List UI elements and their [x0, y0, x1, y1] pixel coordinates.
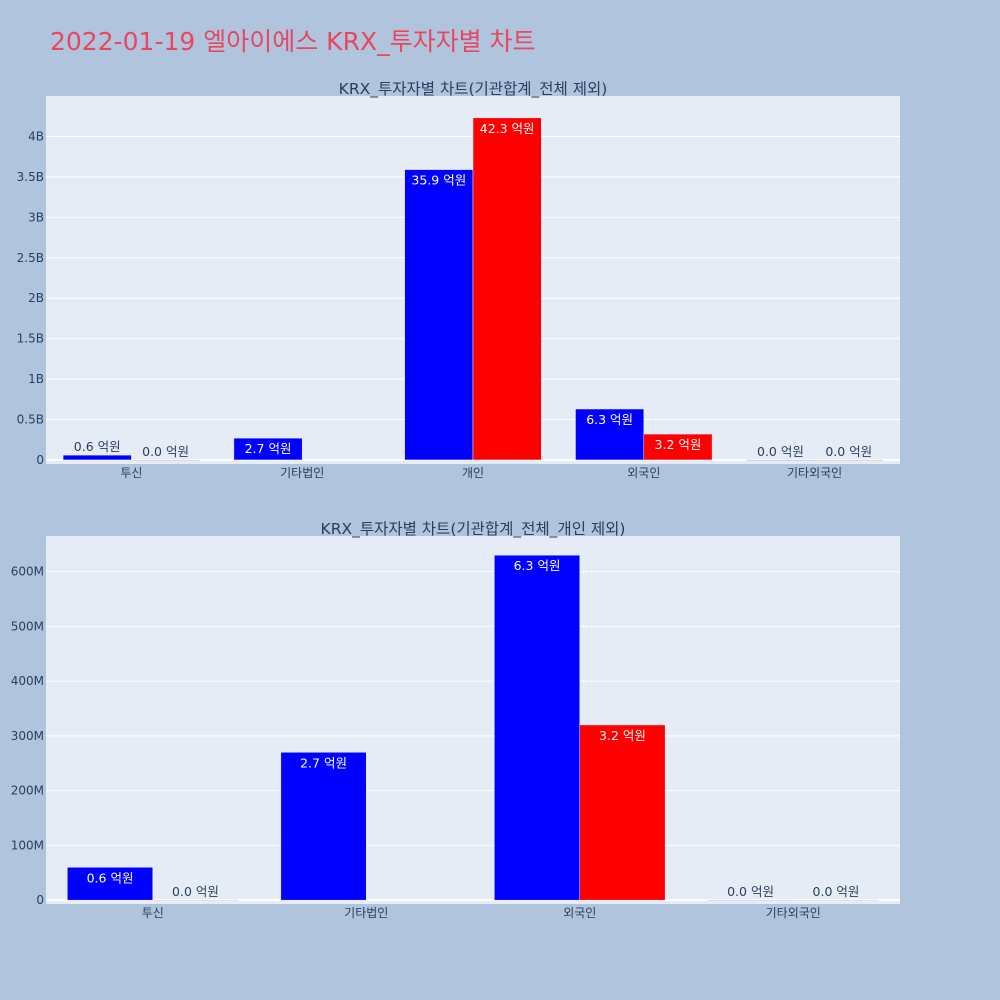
x-tick-label: 투신: [142, 906, 164, 920]
bar-series-1-3: [707, 899, 794, 902]
bar-series-1-1: [280, 752, 367, 901]
x-tick-label: 외국인: [563, 906, 596, 920]
bar-series-1-3: [575, 408, 645, 461]
data-label: 6.3 억원: [514, 558, 561, 573]
y-tick-label: 1.5B: [17, 332, 44, 346]
y-tick-label: 200M: [11, 784, 44, 798]
bar-series-1-0: [67, 867, 153, 901]
x-tick-label: 기타법인: [280, 466, 324, 480]
chart-title: KRX_투자자별 차트(기관합계_전체 제외): [339, 80, 608, 99]
chart-2: 0 100M 200M 300M 400M 500M 600M KRX_투자자별 차트(기관합…: [11, 520, 900, 920]
y-tick-label: 3B: [28, 210, 44, 224]
plot-area: [46, 536, 900, 904]
y-tick-label: 1B: [28, 372, 44, 386]
data-label: 0.6 억원: [74, 439, 121, 454]
data-label: 3.2 억원: [655, 437, 702, 452]
bar-series-2-2: [472, 117, 542, 461]
data-label: 35.9 억원: [411, 173, 466, 188]
data-label: 0.0 억원: [142, 444, 189, 459]
y-tick-label: 500M: [11, 619, 44, 633]
data-label: 0.6 억원: [87, 870, 134, 885]
data-label: 6.3 억원: [586, 412, 633, 427]
y-tick-label: 2.5B: [17, 251, 44, 265]
y-tick-label: 400M: [11, 674, 44, 688]
bar-series-2-0: [131, 459, 200, 461]
y-tick-label: 4B: [28, 129, 44, 143]
y-tick-label: 0: [36, 453, 44, 467]
bar-series-1-0: [62, 454, 132, 461]
y-tick-label: 2B: [28, 291, 44, 305]
bar-series-2-2: [579, 724, 666, 901]
data-label: 0.0 억원: [757, 444, 804, 459]
x-tick-label: 투신: [120, 466, 142, 480]
y-tick-label: 3.5B: [17, 170, 44, 184]
bar-series-2-0: [152, 899, 239, 902]
data-label: 0.0 억원: [172, 884, 219, 899]
y-tick-label: 100M: [11, 838, 44, 852]
y-tick-label: 0: [36, 893, 44, 907]
data-label: 2.7 억원: [300, 755, 347, 770]
x-tick-label: 기타외국인: [787, 466, 842, 480]
x-tick-label: 기타법인: [344, 906, 388, 920]
bar-series-2-3: [793, 899, 879, 902]
data-label: 2.7 억원: [245, 441, 292, 456]
y-tick-label: 300M: [11, 729, 44, 743]
chart-title: KRX_투자자별 차트(기관합계_전체_개인 제외): [321, 520, 626, 539]
data-label: 3.2 억원: [599, 728, 646, 743]
bar-series-1-4: [746, 459, 815, 461]
x-tick-label: 개인: [462, 466, 484, 480]
chart-1: 0 0.5B 1B 1.5B 2B 2.5B 3B 3.5B 4B KRX_투자자별 차트(기관합…: [17, 80, 900, 480]
bar-series-1-1: [233, 437, 303, 461]
x-tick-label: 외국인: [627, 466, 660, 480]
data-label: 42.3 억원: [480, 121, 535, 136]
bar-series-1-2: [404, 169, 474, 461]
data-label: 0.0 억원: [813, 884, 860, 899]
data-label: 0.0 억원: [825, 444, 872, 459]
y-tick-label: 0.5B: [17, 413, 44, 427]
x-tick-label: 기타외국인: [766, 906, 821, 920]
data-label: 0.0 억원: [727, 884, 774, 899]
y-tick-label: 600M: [11, 565, 44, 579]
bar-series-2-4: [814, 459, 884, 461]
bar-series-2-3: [643, 433, 713, 461]
bar-series-1-2: [494, 554, 581, 901]
page-title: 2022-01-19 엘아이에스 KRX_투자자별 차트: [50, 27, 536, 56]
